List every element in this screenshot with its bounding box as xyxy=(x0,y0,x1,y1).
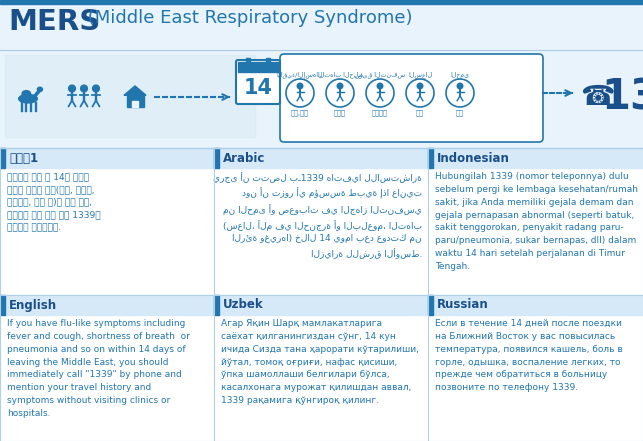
Circle shape xyxy=(377,83,383,89)
Bar xyxy=(0,295,5,315)
Circle shape xyxy=(69,85,75,92)
Text: التهاب الحلق: التهاب الحلق xyxy=(318,71,363,78)
Text: MERS: MERS xyxy=(8,8,100,36)
Circle shape xyxy=(80,85,87,92)
Bar xyxy=(428,295,642,315)
Text: Hubungilah 1339 (nomor teleponnya) dulu
sebelum pergi ke lembaga kesehatan/rumah: Hubungilah 1339 (nomor teleponnya) dulu … xyxy=(435,172,638,271)
Text: If you have flu-like symptoms including
fever and cough, shortness of breath  or: If you have flu-like symptoms including … xyxy=(7,319,190,418)
Bar xyxy=(246,58,250,66)
Text: Russian: Russian xyxy=(437,299,489,311)
Text: 구토,설사: 구토,설사 xyxy=(291,109,309,116)
Text: القيء/الإسهال: القيء/الإسهال xyxy=(276,71,323,78)
Circle shape xyxy=(417,83,423,89)
Text: Arabic: Arabic xyxy=(223,152,266,164)
Circle shape xyxy=(337,83,343,89)
Bar xyxy=(0,148,5,168)
Text: 발열: 발열 xyxy=(456,109,464,116)
Bar xyxy=(0,4,643,148)
Bar xyxy=(214,148,428,168)
Text: Indonesian: Indonesian xyxy=(437,152,510,164)
Text: Uzbek: Uzbek xyxy=(223,299,264,311)
Text: English: English xyxy=(9,299,57,311)
Text: 1339: 1339 xyxy=(601,76,643,118)
Bar xyxy=(238,62,278,72)
Bar xyxy=(132,101,138,107)
Ellipse shape xyxy=(37,87,42,91)
Ellipse shape xyxy=(22,90,31,97)
Text: السعال: السعال xyxy=(408,71,432,78)
Bar xyxy=(214,295,219,315)
FancyBboxPatch shape xyxy=(280,54,543,142)
Text: ☎: ☎ xyxy=(580,83,615,111)
Bar xyxy=(214,148,219,168)
Text: Агар Яқин Шарқ мамлакатларига
саёхат қилганингиздан сўнг, 14 кун
ичида Сизда тан: Агар Яқин Шарқ мамлакатларига саёхат қил… xyxy=(221,319,419,405)
Polygon shape xyxy=(124,86,146,95)
Bar xyxy=(0,148,214,168)
Bar xyxy=(0,148,643,441)
Text: 14: 14 xyxy=(244,78,273,98)
FancyBboxPatch shape xyxy=(236,60,280,104)
Circle shape xyxy=(93,85,100,92)
Bar xyxy=(0,148,643,441)
Bar xyxy=(5,55,255,137)
Text: 기침: 기침 xyxy=(416,109,424,116)
Ellipse shape xyxy=(19,94,37,103)
Text: ضيق التنفس: ضيق التنفس xyxy=(355,71,405,78)
Circle shape xyxy=(457,83,463,89)
Text: 호흡곤란: 호흡곤란 xyxy=(372,109,388,116)
Text: (Middle East Respiratory Syndrome): (Middle East Respiratory Syndrome) xyxy=(82,9,413,27)
Text: يرجى أن تتصل بـ1339 هاتفيا للاستشارة
دون أن تزور أي مؤسسة طبية إذا عانيت
من الحم: يرجى أن تتصل بـ1339 هاتفيا للاستشارة دون… xyxy=(213,172,422,259)
Bar xyxy=(428,148,433,168)
Bar xyxy=(428,295,433,315)
Bar xyxy=(214,295,428,315)
Bar xyxy=(428,148,642,168)
Circle shape xyxy=(297,83,303,89)
Text: 인후통: 인후통 xyxy=(334,109,346,116)
Text: Если в течение 14 дней после поездки
на Ближний Восток у вас повысилась
температ: Если в течение 14 дней после поездки на … xyxy=(435,319,623,392)
Text: 중동지역 여행 후 14일 이내에
발열과 호흡기 증상(기침, 인후통,
호흡곤란, 폐렴 등)이 있을 경우,
의료기관 가지 말고 먼저 1339로
전화: 중동지역 여행 후 14일 이내에 발열과 호흡기 증상(기침, 인후통, 호흡… xyxy=(7,172,100,232)
Bar xyxy=(127,95,143,107)
Text: 한국어1: 한국어1 xyxy=(9,152,38,164)
Bar xyxy=(0,295,214,315)
Text: الحمى: الحمى xyxy=(451,71,469,78)
Bar xyxy=(0,0,643,4)
Bar xyxy=(266,58,270,66)
